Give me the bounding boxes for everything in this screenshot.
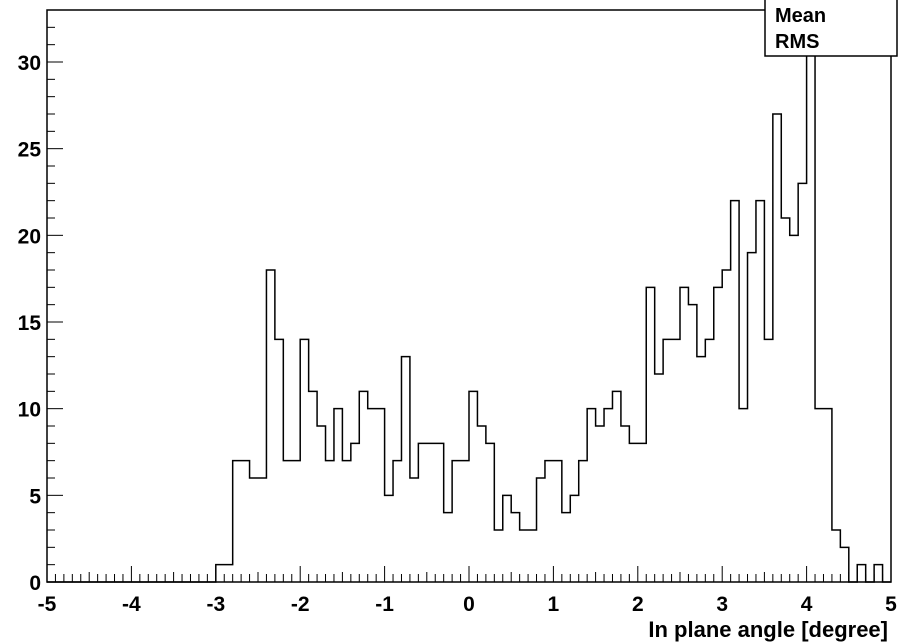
y-axis-ticks: 0 5 10 15 20 25 30 [18, 26, 63, 595]
x-tick-label: -4 [122, 593, 141, 616]
y-tick-label: 20 [18, 225, 41, 248]
y-tick-label: 0 [29, 572, 41, 595]
histogram-outline [47, 9, 891, 583]
y-tick-label: 10 [18, 399, 41, 422]
stats-box-frame [764, 0, 898, 57]
x-axis-ticks: -5 -4 -3 -2 -1 0 1 2 3 4 5 [38, 566, 897, 616]
x-axis-title: In plane angle [degree] [648, 617, 888, 642]
x-tick-label: 1 [548, 593, 560, 616]
x-tick-label: 3 [716, 593, 728, 616]
stats-rms-label: RMS [775, 31, 819, 53]
y-tick-label: 5 [29, 485, 41, 508]
plot-frame [46, 9, 892, 583]
x-tick-label: 2 [632, 593, 644, 616]
y-tick-label: 15 [18, 312, 42, 335]
x-tick-label: 5 [885, 593, 897, 616]
y-tick-label: 25 [18, 139, 42, 162]
x-tick-label: -5 [38, 593, 57, 616]
x-tick-label: 0 [463, 593, 475, 616]
x-tick-label: -2 [291, 593, 310, 616]
x-tick-label: 4 [801, 593, 813, 616]
y-tick-label: 30 [18, 52, 41, 75]
stats-mean-label: Mean [775, 5, 826, 27]
x-tick-label: -3 [206, 593, 225, 616]
stats-box: Mean RMS [764, 0, 898, 57]
x-tick-label: -1 [375, 593, 394, 616]
